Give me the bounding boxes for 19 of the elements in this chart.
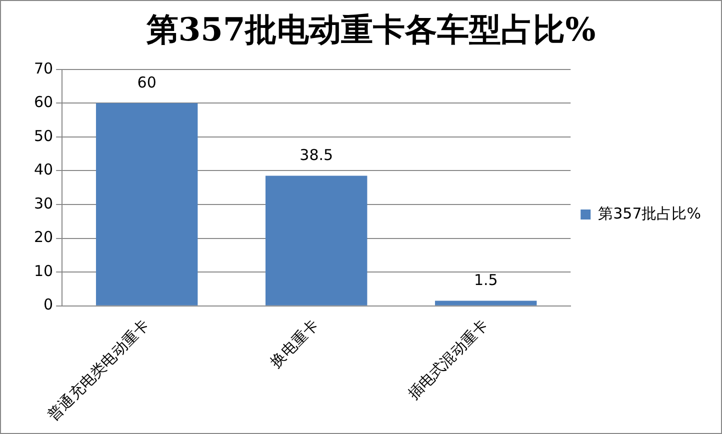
- y-tick-label: 20: [34, 228, 54, 246]
- data-label: 1.5: [474, 271, 498, 290]
- y-tick-label: 40: [34, 160, 54, 179]
- y-tick-label: 60: [34, 93, 54, 112]
- bar: [96, 103, 198, 306]
- x-tick-label: 换电重卡: [266, 316, 322, 372]
- y-tick-label: 10: [34, 262, 54, 280]
- y-tick-label: 0: [44, 296, 54, 314]
- x-tick-label: 普通充电类电动重卡: [44, 316, 152, 424]
- y-tick-label: 70: [34, 59, 54, 78]
- chart-title: 第357批电动重卡各车型占比%: [145, 10, 596, 49]
- data-label: 38.5: [300, 146, 334, 164]
- bar: [266, 176, 368, 306]
- data-label: 60: [137, 74, 156, 92]
- y-tick-label: 50: [34, 126, 54, 145]
- x-tick-label: 插电式混动重卡: [404, 316, 492, 403]
- y-tick-label: 30: [34, 194, 54, 212]
- bar: [435, 300, 537, 306]
- legend-label: 第357批占比%: [598, 204, 702, 222]
